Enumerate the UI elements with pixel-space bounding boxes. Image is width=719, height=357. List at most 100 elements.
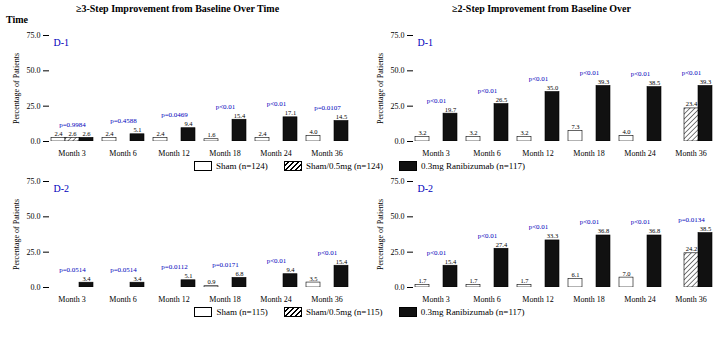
svg-text:p<0.01: p<0.01 [580,218,600,226]
svg-text:p=0.0171: p=0.0171 [212,261,239,269]
svg-text:D-1: D-1 [54,37,70,48]
svg-text:Month 12: Month 12 [158,149,189,158]
svg-text:75.0: 75.0 [391,177,405,186]
svg-text:Month 18: Month 18 [209,295,240,304]
svg-text:p<0.01: p<0.01 [631,218,651,226]
svg-text:27.4: 27.4 [496,241,508,248]
svg-text:Month 24: Month 24 [624,149,655,158]
svg-text:3.2: 3.2 [520,129,528,136]
svg-text:9.4: 9.4 [184,120,193,127]
svg-text:Month 18: Month 18 [573,295,604,304]
svg-text:36.8: 36.8 [649,227,660,234]
svg-text:Month 24: Month 24 [624,295,655,304]
svg-text:4.0: 4.0 [622,128,630,135]
svg-text:2.4: 2.4 [258,130,267,137]
svg-text:p=0.0469: p=0.0469 [161,111,188,119]
svg-text:2.4: 2.4 [156,130,165,137]
svg-text:50.0: 50.0 [27,66,41,75]
svg-text:15.4: 15.4 [445,258,457,265]
svg-text:p<0.01: p<0.01 [580,69,600,77]
svg-text:p=0.0107: p=0.0107 [314,104,341,112]
svg-text:3.4: 3.4 [82,275,91,282]
svg-text:p<0.01: p<0.01 [267,257,287,265]
svg-text:6.8: 6.8 [235,270,243,277]
svg-text:38.5: 38.5 [649,79,660,86]
svg-text:Month 6: Month 6 [473,295,500,304]
svg-text:17.1: 17.1 [285,109,296,116]
svg-text:p<0.01: p<0.01 [529,223,549,231]
svg-text:39.3: 39.3 [700,78,711,85]
svg-text:Month 3: Month 3 [422,149,449,158]
svg-text:3.2: 3.2 [469,129,477,136]
svg-text:0.0: 0.0 [31,283,41,292]
svg-text:Month 18: Month 18 [573,149,604,158]
svg-text:Month 6: Month 6 [473,149,500,158]
svg-text:75.0: 75.0 [27,177,41,186]
svg-text:26.5: 26.5 [496,96,507,103]
svg-text:D-2: D-2 [54,183,70,194]
svg-text:p<0.01: p<0.01 [427,97,447,105]
svg-text:5.1: 5.1 [133,126,141,133]
svg-text:p<0.01: p<0.01 [318,249,338,257]
svg-text:7.0: 7.0 [622,270,630,277]
svg-text:35.0: 35.0 [547,84,558,91]
svg-text:Month 3: Month 3 [422,295,449,304]
svg-text:Month 36: Month 36 [311,149,342,158]
svg-text:D-1: D-1 [418,37,434,48]
svg-text:2.4: 2.4 [54,130,63,137]
svg-text:25.0: 25.0 [391,102,405,111]
svg-text:38.5: 38.5 [700,225,711,232]
svg-text:0.0: 0.0 [31,137,41,146]
svg-text:Month 6: Month 6 [109,295,136,304]
svg-text:33.3: 33.3 [547,232,558,239]
svg-text:p<0.01: p<0.01 [267,100,287,108]
svg-text:2.6: 2.6 [68,130,77,137]
svg-text:Month 12: Month 12 [158,295,189,304]
svg-text:Month 12: Month 12 [522,149,553,158]
svg-text:3.2: 3.2 [418,129,426,136]
svg-text:25.0: 25.0 [27,102,41,111]
svg-text:Month 3: Month 3 [58,295,85,304]
svg-text:Percentage of Patients: Percentage of Patients [12,199,21,270]
svg-text:p<0.01: p<0.01 [216,103,236,111]
svg-text:p=0.0514: p=0.0514 [59,266,86,274]
svg-text:50.0: 50.0 [391,66,405,75]
svg-text:1.6: 1.6 [207,131,216,138]
svg-text:25.0: 25.0 [391,248,405,257]
svg-text:p=0.0112: p=0.0112 [161,263,188,271]
svg-text:3.4: 3.4 [133,275,142,282]
svg-text:15.4: 15.4 [234,112,246,119]
svg-text:50.0: 50.0 [27,212,41,221]
svg-text:1.7: 1.7 [418,277,427,284]
svg-text:p<0.01: p<0.01 [631,70,651,78]
svg-text:p<0.01: p<0.01 [529,75,549,83]
svg-text:15.4: 15.4 [336,258,348,265]
svg-text:Month 12: Month 12 [522,295,553,304]
svg-text:Percentage of Patients: Percentage of Patients [376,53,385,124]
svg-text:Month 36: Month 36 [675,295,706,304]
svg-text:p<0.01: p<0.01 [478,232,498,240]
svg-text:Month 36: Month 36 [675,149,706,158]
svg-text:Month 24: Month 24 [260,295,291,304]
svg-text:23.4: 23.4 [686,100,698,107]
svg-text:6.1: 6.1 [571,271,579,278]
svg-text:7.3: 7.3 [571,123,579,130]
svg-text:p=0.9984: p=0.9984 [59,121,86,129]
svg-text:p=0.0514: p=0.0514 [110,266,137,274]
svg-text:50.0: 50.0 [391,212,405,221]
svg-text:4.0: 4.0 [309,128,317,135]
svg-text:75.0: 75.0 [391,31,405,40]
svg-text:24.2: 24.2 [686,245,697,252]
svg-text:2.6: 2.6 [82,130,91,137]
svg-text:p=0.0134: p=0.0134 [678,216,705,224]
svg-text:p<0.01: p<0.01 [682,69,702,77]
svg-text:D-2: D-2 [418,183,434,194]
svg-text:Month 36: Month 36 [311,295,342,304]
svg-text:p=0.4588: p=0.4588 [110,117,137,125]
svg-text:9.4: 9.4 [286,266,295,273]
svg-text:Month 18: Month 18 [209,149,240,158]
svg-text:39.3: 39.3 [598,78,609,85]
svg-text:1.7: 1.7 [520,277,529,284]
svg-text:0.9: 0.9 [207,278,215,285]
svg-text:Percentage of Patients: Percentage of Patients [376,199,385,270]
